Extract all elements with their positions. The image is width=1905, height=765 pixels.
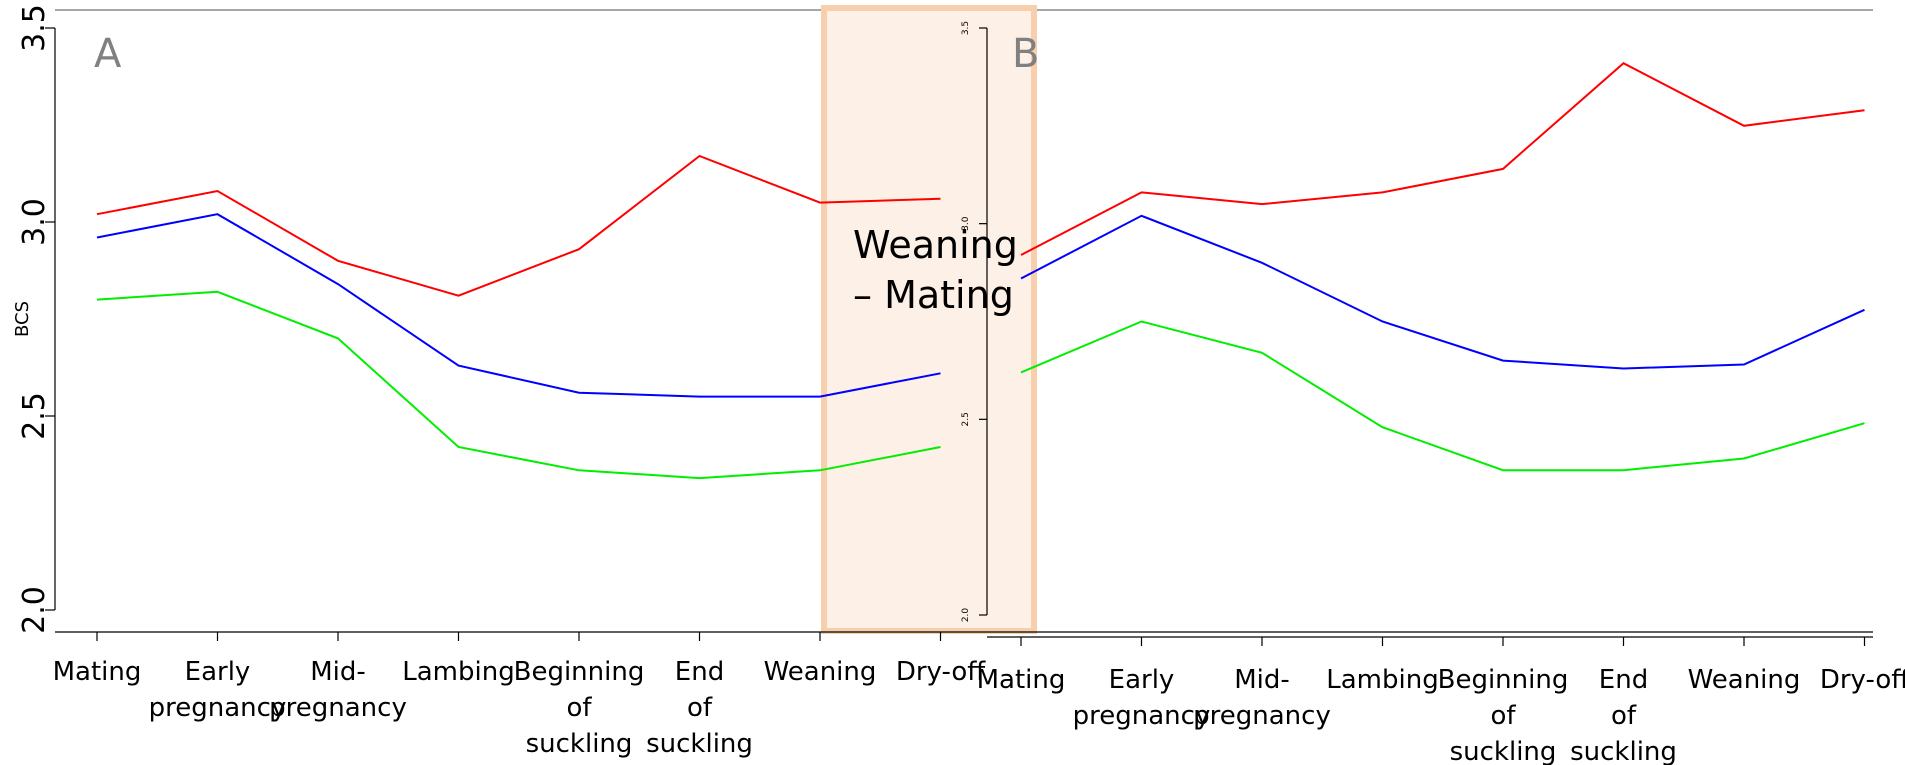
x-tick-label: suckling [1570,737,1677,765]
x-tick-label: of [687,693,713,723]
x-tick-label: pregnancy [269,693,407,723]
y-tick-label: 2.5 [17,392,52,440]
series-line-2 [1020,214,1865,370]
x-tick-label: Mid- [310,657,366,687]
y-axis-label: BCS [12,301,33,337]
x-tick-label: End [675,657,724,687]
y-tick-label: 3.5 [961,21,971,35]
x-tick-label: suckling [1450,737,1557,765]
x-tick-label: Mating [53,657,142,687]
x-tick-label: Mid- [1234,665,1290,695]
highlight-label: – Mating [853,273,1014,317]
y-tick-label: 3.0 [17,198,52,246]
x-tick-label: of [566,693,592,723]
highlight-box [821,5,1037,634]
chart-panel-b: 2.0 2.5 3.0 3.5 Mating Early pregnancy Mid-preg… [961,21,1905,765]
x-tick-label: Weaning [764,657,877,687]
x-tick-label: pregnancy [1193,701,1331,731]
y-tick-label: 2.5 [961,412,971,426]
highlight-label: Weaning [853,223,1018,267]
x-tick-label: Beginning [514,657,645,687]
series-line-3 [1020,320,1865,472]
x-tick-label: Early [1109,665,1175,695]
panel-letter-b: B [1012,31,1039,77]
series-line-2 [96,213,941,398]
x-tick-label: pregnancy [1073,701,1211,731]
x-tick-label: pregnancy [149,693,287,723]
series-line-1 [1020,61,1865,256]
y-tick-label: 2.0 [961,608,971,623]
y-tick-label: 3.0 [961,216,971,231]
x-tick-label: Lambing [1326,665,1438,695]
x-tick-label: Dry-off [896,657,986,687]
x-tick-label: Dry-off [1820,665,1905,695]
x-tick-label: of [1611,701,1637,731]
chart-panel-a: 2.0 2.5 3.0 3.5 BCS Mating Early pregnancy Mid-p… [12,4,1873,759]
x-tick-label: Early [185,657,251,687]
x-tick-label: of [1490,701,1516,731]
x-tick-label: Lambing [402,657,514,687]
y-tick-label: 2.0 [17,586,52,634]
x-tick-label: suckling [526,729,633,759]
x-tick-label: Beginning [1438,665,1569,695]
x-tick-label: Mating [977,665,1066,695]
y-tick-label: 3.5 [17,4,52,52]
series-line-1 [96,154,941,297]
panel-letter-a: A [94,31,122,77]
series-line-3 [96,290,941,480]
x-tick-label: suckling [646,729,753,759]
x-tick-label: End [1599,665,1648,695]
x-tick-label: Weaning [1688,665,1801,695]
